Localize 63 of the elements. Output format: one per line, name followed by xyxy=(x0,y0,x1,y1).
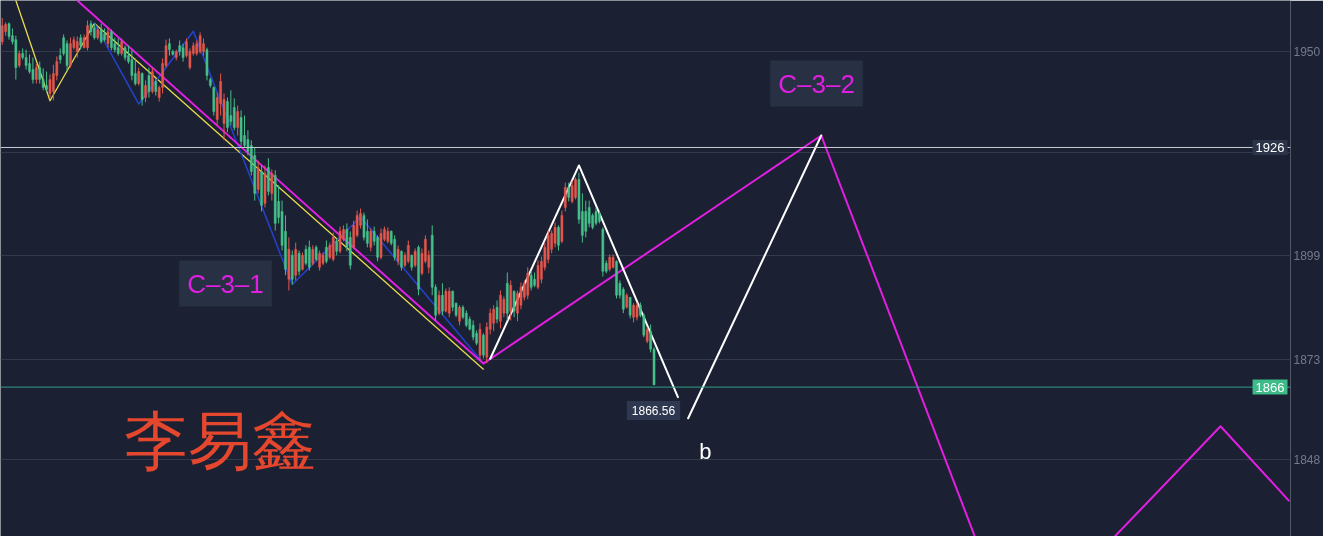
annotation: C–3–2 xyxy=(778,68,855,99)
annotation: 1866.56 xyxy=(631,404,676,419)
candlestick xyxy=(393,234,396,262)
y-tick-label: 1950 xyxy=(1293,45,1321,60)
candlestick xyxy=(144,79,147,103)
candlestick xyxy=(632,302,635,323)
candlestick xyxy=(448,286,451,318)
candlestick xyxy=(546,230,550,264)
candlestick xyxy=(270,168,274,202)
candlestick xyxy=(38,61,42,85)
ref-line-label: 1926 xyxy=(1255,139,1285,155)
candlestick xyxy=(291,250,294,285)
candlestick xyxy=(413,248,417,268)
candlestick xyxy=(308,240,311,271)
candlestick xyxy=(76,35,79,59)
candlestick xyxy=(557,224,560,252)
candlestick xyxy=(229,89,233,127)
candlestick xyxy=(236,105,239,136)
candlestick xyxy=(267,157,270,196)
candlestick xyxy=(69,37,72,69)
candlestick xyxy=(256,160,260,194)
line-series xyxy=(15,0,485,370)
candlestick xyxy=(89,19,93,37)
candlestick xyxy=(574,176,577,200)
candlestick xyxy=(151,67,154,95)
candlestick xyxy=(110,29,113,51)
candlestick xyxy=(628,296,632,319)
candlestick xyxy=(584,200,588,238)
candlestick xyxy=(471,319,475,341)
candlestick xyxy=(45,71,48,93)
ref-line-label: 1866 xyxy=(1255,379,1285,395)
candlestick xyxy=(396,244,400,266)
candlestick xyxy=(407,240,410,264)
candlestick xyxy=(304,244,308,266)
candlestick xyxy=(495,299,499,324)
candlestick xyxy=(567,182,570,202)
candlestick xyxy=(587,200,591,228)
y-tick-label: 1848 xyxy=(1293,452,1321,467)
annotation: 李易鑫 xyxy=(124,403,317,478)
annotation: b xyxy=(699,438,712,464)
candlestick xyxy=(86,19,89,51)
candlestick xyxy=(147,67,151,99)
candlestick xyxy=(564,182,567,212)
candlestick xyxy=(239,109,243,146)
candlestick xyxy=(441,282,444,316)
candlestick xyxy=(437,289,441,316)
y-tick-label: 1899 xyxy=(1293,248,1321,263)
candlestick xyxy=(502,295,506,318)
candlestick xyxy=(35,63,38,85)
candlestick xyxy=(482,332,485,359)
candlestick xyxy=(0,17,4,46)
candlestick xyxy=(31,57,35,85)
candlestick xyxy=(512,289,516,318)
candlestick xyxy=(492,304,495,332)
candlestick xyxy=(325,240,328,264)
annotation: C–3–1 xyxy=(187,268,264,299)
y-tick-label: 1873 xyxy=(1293,352,1321,367)
candlestick xyxy=(458,304,461,326)
candlestick xyxy=(318,250,321,271)
candlestick xyxy=(570,180,574,204)
line-series xyxy=(76,0,976,536)
candlestick xyxy=(526,266,530,300)
candlestick xyxy=(529,270,533,291)
